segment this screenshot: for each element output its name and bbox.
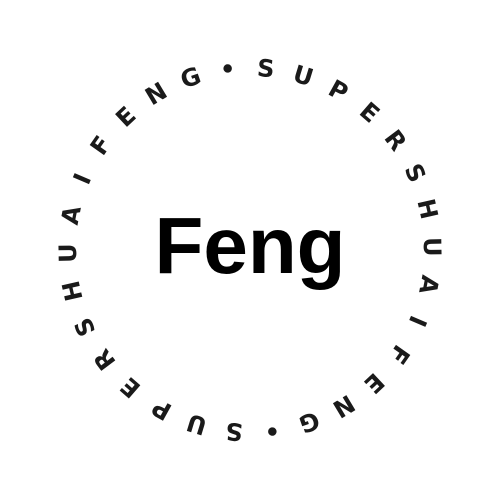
- ring-letter: F: [383, 340, 415, 369]
- ring-letter: R: [379, 125, 412, 157]
- ring-letter: P: [147, 393, 176, 426]
- ring-letter: E: [115, 371, 146, 403]
- ring-letter: G: [295, 406, 323, 439]
- ring-letter: E: [110, 101, 141, 133]
- ring-letter: G: [177, 61, 205, 94]
- ring-letter: I: [403, 312, 432, 331]
- ring-letter: E: [359, 367, 390, 399]
- ring-letter: S: [256, 54, 276, 83]
- ring-letter: E: [354, 97, 385, 129]
- ring-letter: N: [328, 389, 360, 423]
- ring-letter: U: [290, 60, 317, 92]
- ring-letter: U: [418, 237, 446, 257]
- logo-center-text: Feng: [154, 201, 346, 290]
- ring-letter: R: [88, 344, 121, 376]
- ring-letter: S: [224, 417, 244, 446]
- ring-letter: A: [56, 203, 87, 227]
- ring-separator-dot: •: [263, 416, 282, 446]
- ring-letter: F: [85, 131, 117, 160]
- ring-separator-dot: •: [218, 55, 237, 85]
- ring-letter: P: [324, 74, 353, 107]
- ring-letter: S: [69, 313, 102, 341]
- ring-letter: U: [54, 243, 82, 263]
- ring-letter: N: [140, 77, 172, 111]
- ring-letter: A: [413, 273, 444, 297]
- ring-letter: I: [68, 169, 97, 188]
- ring-letter: U: [183, 408, 210, 440]
- ring-letter: S: [399, 159, 432, 187]
